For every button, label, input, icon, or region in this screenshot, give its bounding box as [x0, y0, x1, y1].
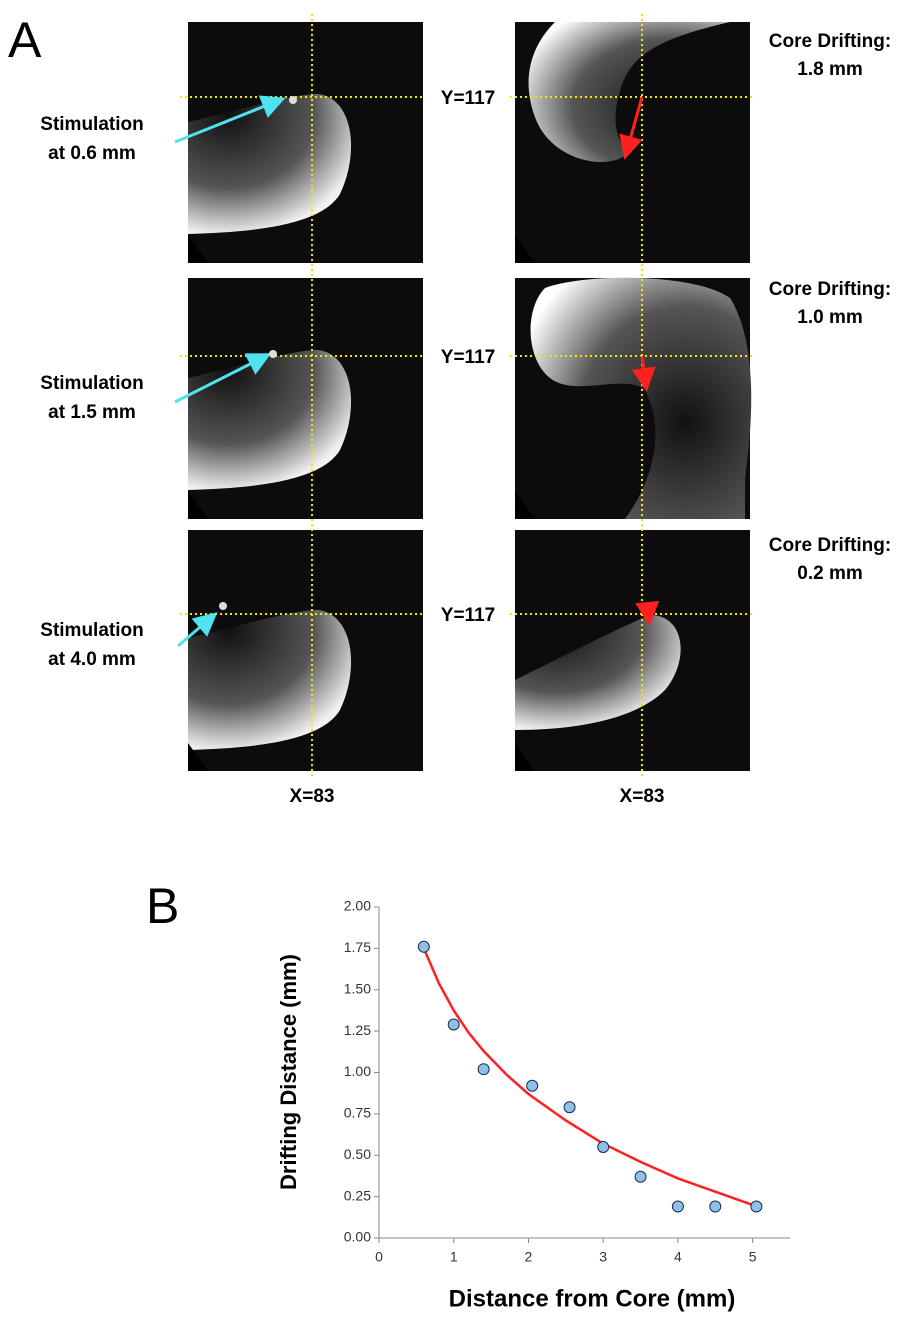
y-axis-title: Drifting Distance (mm): [276, 954, 301, 1190]
y-label: Y=117: [441, 347, 495, 368]
y-tick-label: 2.00: [344, 898, 371, 914]
data-point: [750, 1200, 763, 1213]
y-label: Y=117: [441, 88, 495, 109]
corner: [188, 235, 208, 263]
fit-curve: [422, 947, 754, 1207]
core-drifting-label: 1.0 mm: [797, 307, 862, 328]
x-label: X=83: [290, 786, 335, 807]
y-tick-label: 0.00: [344, 1229, 371, 1245]
drift-arrow: [635, 600, 660, 626]
data-point: [417, 940, 430, 953]
core-drifting-label: Core Drifting:: [769, 535, 891, 556]
corner: [515, 235, 535, 263]
wave-front: [515, 615, 681, 730]
panel-label: A: [8, 12, 42, 68]
stimulation-label: at 4.0 mm: [48, 649, 136, 670]
x-tick-label: 5: [749, 1249, 757, 1265]
stimulation-label: at 0.6 mm: [48, 143, 136, 164]
y-tick-label: 0.75: [344, 1105, 371, 1121]
data-point: [526, 1079, 539, 1092]
data-point: [477, 1063, 490, 1076]
data-point: [634, 1170, 647, 1183]
x-tick-label: 4: [674, 1249, 682, 1265]
corner: [515, 491, 535, 519]
y-label: Y=117: [441, 605, 495, 626]
data-point: [709, 1200, 722, 1213]
drift-arrow: [619, 96, 644, 160]
wave-front: [188, 350, 352, 490]
data-point: [671, 1200, 684, 1213]
core-drifting-label: 0.2 mm: [797, 563, 862, 584]
stimulus-arrow: [177, 612, 218, 648]
x-tick-label: 1: [450, 1249, 458, 1265]
x-tick-label: 0: [375, 1249, 383, 1265]
x-label: X=83: [620, 786, 665, 807]
stimulation-label: Stimulation: [40, 373, 143, 394]
wave-front: [188, 610, 352, 750]
x-axis-title: Distance from Core (mm): [449, 1285, 736, 1312]
stimulus-spot: [219, 602, 227, 610]
data-point: [563, 1101, 576, 1114]
panel-label: B: [146, 878, 179, 934]
y-tick-label: 1.75: [344, 939, 371, 955]
stimulus-arrow: [174, 95, 286, 144]
x-tick-label: 3: [599, 1249, 607, 1265]
core-drifting-label: Core Drifting:: [769, 279, 891, 300]
y-tick-label: 1.25: [344, 1022, 371, 1038]
stimulus-spot: [289, 96, 297, 104]
y-tick-label: 1.50: [344, 980, 371, 996]
wave-front: [528, 22, 730, 162]
corner: [515, 743, 535, 771]
wave-front: [188, 94, 352, 234]
stimulation-label: Stimulation: [40, 620, 143, 641]
y-tick-label: 0.50: [344, 1146, 371, 1162]
core-drifting-label: Core Drifting:: [769, 31, 891, 52]
wave-front: [530, 277, 752, 519]
data-point: [447, 1018, 460, 1031]
corner: [188, 491, 208, 519]
data-point: [597, 1140, 610, 1153]
stimulus-spot: [269, 350, 277, 358]
corner: [188, 743, 208, 771]
y-tick-label: 1.00: [344, 1063, 371, 1079]
simulation-images: [174, 14, 752, 778]
stimulus-arrow: [174, 353, 272, 404]
stimulation-label: Stimulation: [40, 114, 143, 135]
core-drifting-label: 1.8 mm: [797, 59, 862, 80]
stimulation-label: at 1.5 mm: [48, 402, 136, 423]
drift-arrow: [631, 355, 656, 392]
x-tick-label: 2: [525, 1249, 533, 1265]
y-tick-label: 0.25: [344, 1187, 371, 1203]
